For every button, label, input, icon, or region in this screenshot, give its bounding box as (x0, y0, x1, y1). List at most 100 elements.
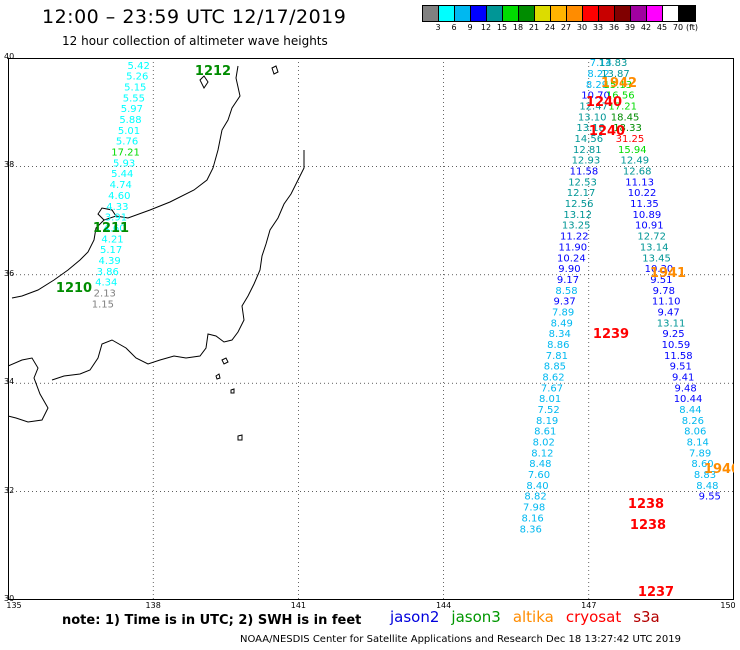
wave-height-value: 7.98 (523, 503, 545, 514)
wave-height-value: 4.34 (95, 278, 117, 289)
altimeter-tracks: 5.425.265.155.555.975.885.015.7617.215.9… (92, 58, 721, 535)
wave-height-value: 8.14 (687, 438, 709, 449)
legend-tick-label: 3 (435, 23, 441, 32)
wave-height-value: 5.88 (119, 115, 141, 126)
legend-swatch (487, 6, 503, 21)
wave-height-value: 12.56 (565, 199, 594, 210)
legend-tick-label: 18 (512, 23, 524, 32)
wave-height-value: 9.48 (674, 383, 696, 394)
legend-swatch (503, 6, 519, 21)
wave-height-value: 15.94 (618, 145, 647, 156)
wave-height-value: 8.26 (682, 416, 704, 427)
pass-time-label: 1238 (630, 518, 666, 533)
wave-height-value: 9.90 (558, 264, 580, 275)
wave-height-value: 13.83 (599, 58, 628, 69)
wave-height-value: 7.81 (546, 351, 568, 362)
wave-height-value: 17.21 (608, 101, 637, 112)
wave-height-value: 10.89 (633, 210, 662, 221)
wave-height-value: 8.48 (529, 459, 551, 470)
pass-time-label: 1940 (704, 462, 734, 477)
wave-height-value: 9.55 (699, 492, 721, 503)
wave-height-value: 7.89 (552, 307, 574, 318)
satellite-legend-entry: jason2 (390, 608, 440, 626)
legend-tick-label: 27 (560, 23, 572, 32)
wave-height-value: 4.74 (110, 180, 132, 191)
wave-height-value: 8.01 (539, 394, 561, 405)
legend-tick-label: 70 (672, 23, 684, 32)
legend-swatch (599, 6, 615, 21)
wave-height-value: 8.86 (547, 340, 569, 351)
latitude-label: 34 (4, 377, 15, 387)
satellite-legend: jason2 jason3 altika cryosat s3a (390, 608, 660, 626)
legend-tick-label: 12 (480, 23, 492, 32)
wave-height-value: 12.17 (567, 188, 596, 199)
wave-height-value: 11.58 (570, 167, 599, 178)
wave-height-value: 7.89 (689, 448, 711, 459)
wave-height-value: 5.17 (100, 245, 122, 256)
latitude-label: 40 (4, 52, 15, 61)
wave-height-value: 13.87 (601, 69, 630, 80)
noto-peninsula (97, 207, 117, 221)
color-scale-legend (422, 5, 696, 22)
wave-height-value: 15.13 (604, 80, 633, 91)
pass-time-label: 1210 (56, 281, 92, 296)
wave-height-value: 9.47 (658, 307, 680, 318)
legend-tick-label: (ft) (685, 23, 699, 32)
wave-height-value: 7.52 (537, 405, 559, 416)
wave-height-value: 8.48 (696, 481, 718, 492)
wave-height-value: 16.56 (606, 91, 635, 102)
izu-island-c (230, 388, 235, 394)
wave-height-value: 8.16 (522, 513, 544, 524)
wave-height-value: 8.49 (551, 318, 573, 329)
wave-height-value: 14.56 (574, 134, 603, 145)
chart-subtitle: 12 hour collection of altimeter wave hei… (62, 34, 328, 48)
color-scale-labels: 3 6 9 12 15 18 21 24 27 30 33 36 39 42 45 70 (ft) (422, 23, 740, 35)
wave-height-value: 18.45 (611, 112, 640, 123)
wave-height-value: 8.83 (694, 470, 716, 481)
chart-title: 12:00 – 23:59 UTC 12/17/2019 (42, 6, 347, 28)
wave-height-value: 5.26 (126, 72, 148, 83)
wave-height-value: 11.58 (664, 351, 693, 362)
map-frame (8, 58, 734, 600)
izu-island-a (221, 357, 229, 365)
wave-height-value: 8.34 (549, 329, 571, 340)
kanto-coast (51, 150, 305, 381)
footnote: note: 1) Time is in UTC; 2) SWH is in fe… (62, 613, 362, 628)
wave-height-value: 4.60 (108, 191, 130, 202)
wave-height-value: 4.60 (103, 223, 125, 234)
satellite-legend-entry: s3a (633, 608, 660, 626)
wave-height-value: 8.02 (533, 438, 555, 449)
wave-height-value: 7.60 (528, 470, 550, 481)
legend-swatch (631, 6, 647, 21)
wave-height-value: 5.55 (123, 93, 145, 104)
wave-height-value: 13.10 (578, 112, 607, 123)
wave-height-value: 12.72 (637, 232, 666, 243)
wave-height-value: 8.29 (586, 80, 608, 91)
legend-tick-label: 45 (656, 23, 668, 32)
legend-tick-label: 33 (592, 23, 604, 32)
legend-tick-label: 24 (544, 23, 556, 32)
wave-height-value: 9.41 (672, 372, 694, 383)
izu-island-b (215, 373, 221, 380)
wave-height-value: 13.11 (657, 318, 686, 329)
legend-swatch (519, 6, 535, 21)
wave-height-value: 9.37 (553, 297, 575, 308)
pass-time-labels: 1212 1211 1210 1942 1941 1940 1240 1240 1239 1238… (56, 64, 734, 600)
wave-height-value: 11.13 (625, 177, 654, 188)
wave-height-value: 10.22 (628, 188, 657, 199)
pass-time-label: 1941 (650, 266, 686, 281)
wave-height-value: 3.86 (97, 267, 119, 278)
wave-height-value: 13.45 (642, 253, 671, 264)
wave-height-value: 4.21 (101, 234, 123, 245)
wave-height-value: 13.14 (640, 242, 669, 253)
wave-height-value: 9.51 (650, 275, 672, 286)
wave-height-value: 8.61 (534, 427, 556, 438)
legend-tick-label: 42 (640, 23, 652, 32)
wave-height-value: 31.25 (616, 134, 645, 145)
wave-height-value: 10.30 (645, 264, 674, 275)
japan-coastline (8, 65, 305, 441)
map-canvas: 5.425.265.155.555.975.885.015.7617.215.9… (8, 58, 734, 600)
legend-swatch (567, 6, 583, 21)
latitude-label: 30 (4, 594, 15, 603)
wave-height-value: 8.12 (531, 448, 553, 459)
